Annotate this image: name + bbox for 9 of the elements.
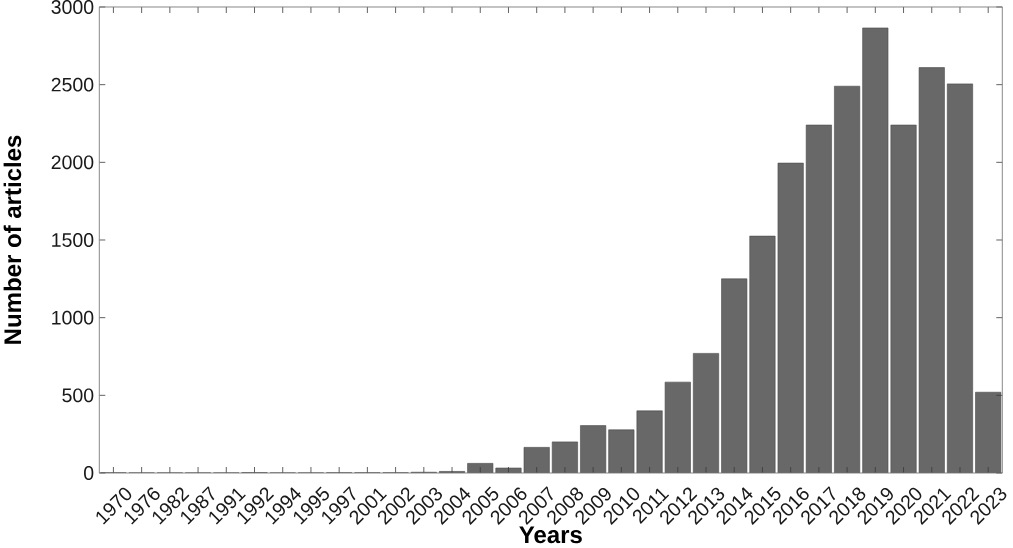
x-axis-title: Years xyxy=(519,526,582,544)
y-tick-label: 3000 xyxy=(51,0,94,14)
y-tick-label: 2500 xyxy=(51,77,94,92)
y-axis-title: Number of articles xyxy=(3,135,22,344)
y-tick-label: 0 xyxy=(84,466,94,480)
y-tick-label: 1500 xyxy=(52,233,94,247)
y-tick-label: 2000 xyxy=(51,155,94,170)
y-tick-label: 500 xyxy=(62,388,94,403)
y-tick-label: 1000 xyxy=(52,310,94,325)
